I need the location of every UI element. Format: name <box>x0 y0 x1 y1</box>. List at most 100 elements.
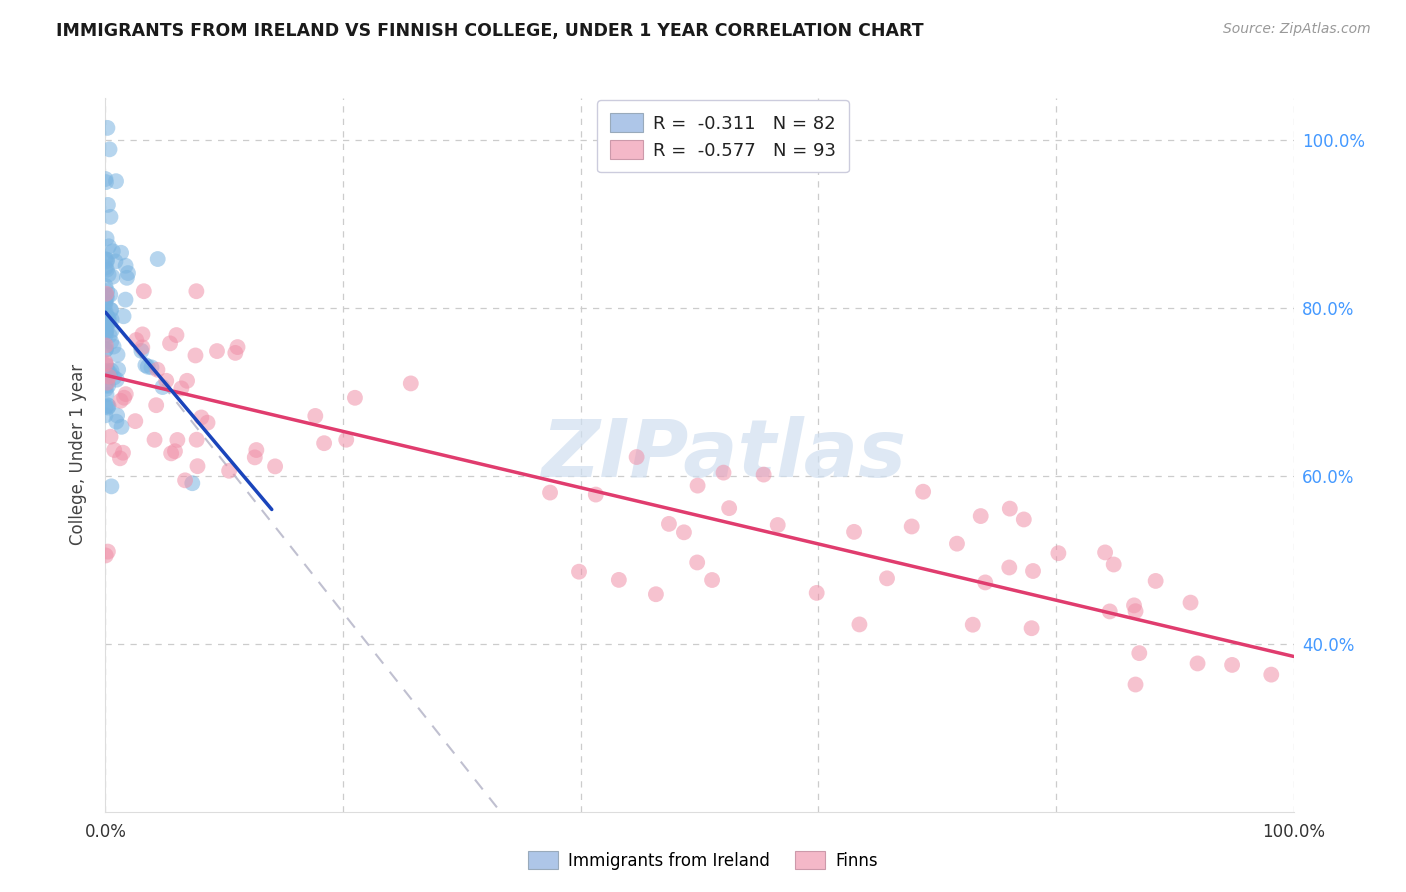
Text: ZIPatlas: ZIPatlas <box>541 416 905 494</box>
Point <box>107 348 129 362</box>
Point <box>96 376 118 390</box>
Point <box>98 369 121 384</box>
Point <box>174 473 197 487</box>
Point <box>96 254 118 268</box>
Point <box>97 268 120 282</box>
Point <box>718 501 741 516</box>
Point <box>115 270 138 285</box>
Point <box>105 373 128 387</box>
Point <box>538 485 561 500</box>
Point <box>131 327 153 342</box>
Point <box>94 175 117 189</box>
Point <box>124 414 146 428</box>
Point <box>96 288 118 302</box>
Point <box>94 343 117 357</box>
Point <box>94 304 117 318</box>
Point <box>96 120 118 135</box>
Point <box>96 359 118 373</box>
Point <box>224 346 246 360</box>
Point <box>141 360 163 375</box>
Point <box>1128 646 1150 660</box>
Point <box>264 459 287 474</box>
Point <box>100 312 122 326</box>
Point <box>97 544 120 558</box>
Point <box>97 398 120 412</box>
Point <box>1094 545 1116 559</box>
Point <box>100 364 122 378</box>
Point <box>114 293 136 307</box>
Point <box>103 442 125 457</box>
Text: Source: ZipAtlas.com: Source: ZipAtlas.com <box>1223 22 1371 37</box>
Point <box>998 560 1021 574</box>
Point <box>686 556 709 570</box>
Point <box>1022 564 1045 578</box>
Point <box>304 409 326 423</box>
Point <box>98 328 121 343</box>
Point <box>152 380 174 394</box>
Point <box>105 409 128 423</box>
Point <box>700 573 723 587</box>
Point <box>184 349 207 363</box>
Point <box>752 467 775 482</box>
Legend: Immigrants from Ireland, Finns: Immigrants from Ireland, Finns <box>522 845 884 877</box>
Point <box>114 387 136 401</box>
Point <box>97 311 120 326</box>
Point <box>131 343 153 358</box>
Point <box>1187 657 1209 671</box>
Point <box>645 587 668 601</box>
Point <box>112 310 135 324</box>
Point <box>145 398 167 412</box>
Point <box>94 252 117 267</box>
Point <box>1021 621 1043 635</box>
Point <box>1047 546 1070 560</box>
Point <box>143 433 166 447</box>
Point <box>100 302 122 317</box>
Point <box>111 446 134 460</box>
Point <box>160 446 183 460</box>
Point <box>1098 604 1121 618</box>
Point <box>766 518 789 533</box>
Point <box>96 284 118 298</box>
Point <box>842 524 865 539</box>
Point <box>946 536 969 550</box>
Point <box>96 387 118 401</box>
Point <box>900 519 922 533</box>
Point <box>163 444 186 458</box>
Point <box>110 393 132 408</box>
Point <box>343 391 366 405</box>
Point <box>1102 558 1125 572</box>
Point <box>1144 574 1167 588</box>
Point <box>94 327 117 342</box>
Point <box>848 617 870 632</box>
Point <box>146 252 169 266</box>
Point <box>94 364 117 378</box>
Point <box>314 436 336 450</box>
Point <box>335 433 357 447</box>
Point <box>97 311 120 326</box>
Point <box>105 174 128 188</box>
Point <box>112 391 135 405</box>
Y-axis label: College, Under 1 year: College, Under 1 year <box>69 364 87 546</box>
Point <box>101 269 124 284</box>
Point <box>132 284 155 298</box>
Point <box>96 286 118 301</box>
Point <box>96 252 118 267</box>
Point <box>1260 667 1282 681</box>
Point <box>96 367 118 381</box>
Point <box>98 142 121 156</box>
Point <box>94 409 117 423</box>
Point <box>101 244 124 259</box>
Point <box>962 617 984 632</box>
Point <box>131 340 153 354</box>
Point <box>94 315 117 329</box>
Point <box>136 359 159 374</box>
Point <box>1180 596 1202 610</box>
Point <box>94 296 117 310</box>
Point <box>713 466 735 480</box>
Point <box>105 415 128 429</box>
Point <box>125 333 148 347</box>
Point <box>97 399 120 413</box>
Point <box>100 303 122 318</box>
Point <box>94 400 117 414</box>
Legend: R =  -0.311   N = 82, R =  -0.577   N = 93: R = -0.311 N = 82, R = -0.577 N = 93 <box>598 100 849 172</box>
